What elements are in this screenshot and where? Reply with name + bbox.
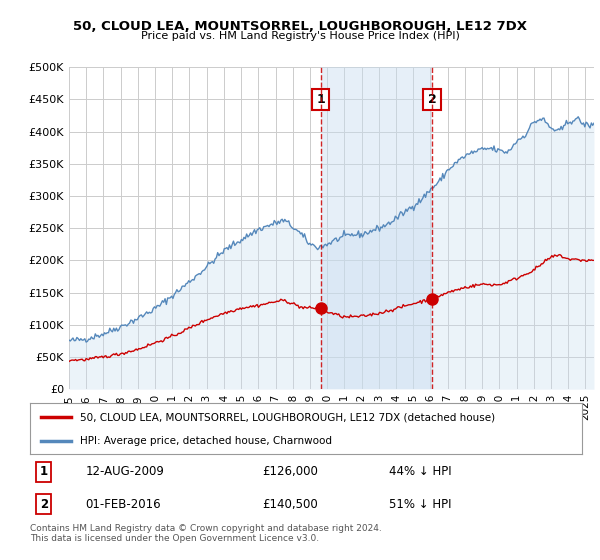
Text: 1: 1 [40,465,48,478]
Text: 1: 1 [316,93,325,106]
Text: 51% ↓ HPI: 51% ↓ HPI [389,498,451,511]
Text: 50, CLOUD LEA, MOUNTSORREL, LOUGHBOROUGH, LE12 7DX: 50, CLOUD LEA, MOUNTSORREL, LOUGHBOROUGH… [73,20,527,32]
Text: 01-FEB-2016: 01-FEB-2016 [85,498,161,511]
Text: Price paid vs. HM Land Registry's House Price Index (HPI): Price paid vs. HM Land Registry's House … [140,31,460,41]
Text: £140,500: £140,500 [262,498,317,511]
Bar [320,67,432,389]
Text: 2: 2 [40,498,48,511]
Text: £126,000: £126,000 [262,465,318,478]
Text: Contains HM Land Registry data © Crown copyright and database right 2024.
This d: Contains HM Land Registry data © Crown c… [30,524,382,543]
Text: 12-AUG-2009: 12-AUG-2009 [85,465,164,478]
Text: HPI: Average price, detached house, Charnwood: HPI: Average price, detached house, Char… [80,436,332,446]
Text: 50, CLOUD LEA, MOUNTSORREL, LOUGHBOROUGH, LE12 7DX (detached house): 50, CLOUD LEA, MOUNTSORREL, LOUGHBOROUGH… [80,412,495,422]
Text: 2: 2 [428,93,436,106]
Text: 44% ↓ HPI: 44% ↓ HPI [389,465,451,478]
